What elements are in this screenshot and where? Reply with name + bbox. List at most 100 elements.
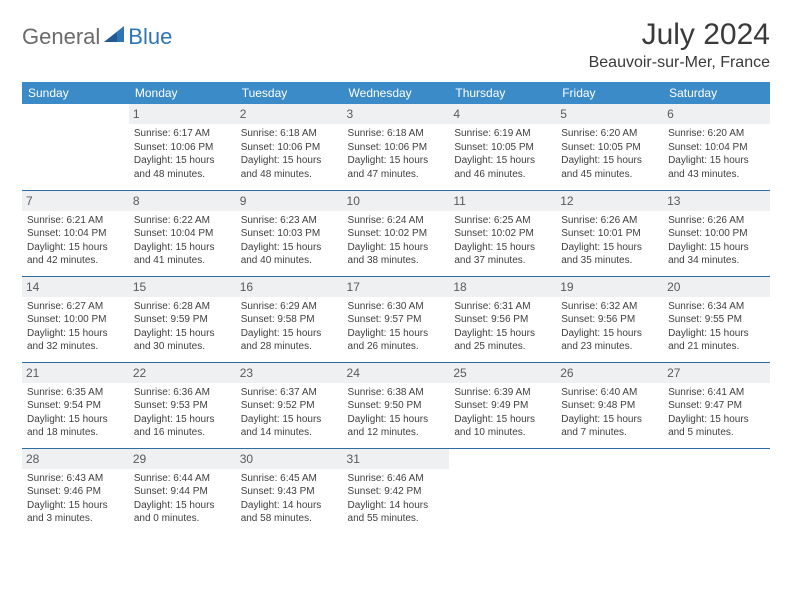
sunset-line: Sunset: 10:00 PM [27,313,124,327]
calendar-day: 28Sunrise: 6:43 AMSunset: 9:46 PMDayligh… [22,448,129,534]
sunrise-line: Sunrise: 6:46 AM [348,472,445,486]
day-number: 6 [663,104,770,124]
sunrise-line: Sunrise: 6:40 AM [561,386,658,400]
sunset-line: Sunset: 9:42 PM [348,485,445,499]
calendar-day: 24Sunrise: 6:38 AMSunset: 9:50 PMDayligh… [343,362,450,448]
calendar-day: 8Sunrise: 6:22 AMSunset: 10:04 PMDayligh… [129,190,236,276]
calendar-day: 31Sunrise: 6:46 AMSunset: 9:42 PMDayligh… [343,448,450,534]
calendar-week: 1Sunrise: 6:17 AMSunset: 10:06 PMDayligh… [22,104,770,190]
day-number: 27 [663,363,770,383]
sunset-line: Sunset: 10:05 PM [561,141,658,155]
sunset-line: Sunset: 10:01 PM [561,227,658,241]
day-number: 25 [449,363,556,383]
weekday-header: Tuesday [236,82,343,104]
sunset-line: Sunset: 9:54 PM [27,399,124,413]
sunrise-line: Sunrise: 6:25 AM [454,214,551,228]
sunrise-line: Sunrise: 6:32 AM [561,300,658,314]
calendar-day-empty [556,448,663,534]
sunrise-line: Sunrise: 6:28 AM [134,300,231,314]
weekday-header: Wednesday [343,82,450,104]
sunrise-line: Sunrise: 6:36 AM [134,386,231,400]
sunrise-line: Sunrise: 6:44 AM [134,472,231,486]
calendar-week: 7Sunrise: 6:21 AMSunset: 10:04 PMDayligh… [22,190,770,276]
day-number: 7 [22,191,129,211]
calendar-day: 9Sunrise: 6:23 AMSunset: 10:03 PMDayligh… [236,190,343,276]
sunset-line: Sunset: 10:06 PM [134,141,231,155]
sunrise-line: Sunrise: 6:45 AM [241,472,338,486]
calendar-day: 13Sunrise: 6:26 AMSunset: 10:00 PMDaylig… [663,190,770,276]
daylight-line: Daylight: 15 hours and 35 minutes. [561,241,658,268]
daylight-line: Daylight: 15 hours and 38 minutes. [348,241,445,268]
sunrise-line: Sunrise: 6:23 AM [241,214,338,228]
calendar-day: 30Sunrise: 6:45 AMSunset: 9:43 PMDayligh… [236,448,343,534]
calendar-day: 21Sunrise: 6:35 AMSunset: 9:54 PMDayligh… [22,362,129,448]
daylight-line: Daylight: 15 hours and 40 minutes. [241,241,338,268]
calendar-day: 15Sunrise: 6:28 AMSunset: 9:59 PMDayligh… [129,276,236,362]
weekday-header: Thursday [449,82,556,104]
day-number: 17 [343,277,450,297]
day-number: 30 [236,449,343,469]
logo: General Blue [22,18,172,50]
calendar-day: 5Sunrise: 6:20 AMSunset: 10:05 PMDayligh… [556,104,663,190]
sunset-line: Sunset: 10:04 PM [668,141,765,155]
sunset-line: Sunset: 9:57 PM [348,313,445,327]
day-number: 16 [236,277,343,297]
sunset-line: Sunset: 9:55 PM [668,313,765,327]
calendar-day: 17Sunrise: 6:30 AMSunset: 9:57 PMDayligh… [343,276,450,362]
calendar-day: 1Sunrise: 6:17 AMSunset: 10:06 PMDayligh… [129,104,236,190]
calendar-day: 19Sunrise: 6:32 AMSunset: 9:56 PMDayligh… [556,276,663,362]
sunrise-line: Sunrise: 6:26 AM [668,214,765,228]
calendar-day: 10Sunrise: 6:24 AMSunset: 10:02 PMDaylig… [343,190,450,276]
sunset-line: Sunset: 9:44 PM [134,485,231,499]
sunrise-line: Sunrise: 6:19 AM [454,127,551,141]
sunrise-line: Sunrise: 6:35 AM [27,386,124,400]
calendar-day: 27 Sunrise: 6:41 AMSunset: 9:47 PMDayligh… [663,362,770,448]
day-number: 5 [556,104,663,124]
calendar-week: 14Sunrise: 6:27 AMSunset: 10:00 PMDaylig… [22,276,770,362]
header: General Blue July 2024 Beauvoir-sur-Mer,… [22,18,770,72]
calendar-week: 21Sunrise: 6:35 AMSunset: 9:54 PMDayligh… [22,362,770,448]
daylight-line: Daylight: 15 hours and 5 minutes. [668,413,765,440]
day-number: 22 [129,363,236,383]
day-number: 13 [663,191,770,211]
weekday-header-row: SundayMondayTuesdayWednesdayThursdayFrid… [22,82,770,104]
logo-text-blue: Blue [128,24,172,50]
sunrise-line: Sunrise: 6:41 AM [668,386,765,400]
day-number: 31 [343,449,450,469]
daylight-line: Daylight: 15 hours and 34 minutes. [668,241,765,268]
sunset-line: Sunset: 9:52 PM [241,399,338,413]
calendar-day: 14Sunrise: 6:27 AMSunset: 10:00 PMDaylig… [22,276,129,362]
daylight-line: Daylight: 15 hours and 43 minutes. [668,154,765,181]
daylight-line: Daylight: 15 hours and 41 minutes. [134,241,231,268]
sunrise-line: Sunrise: 6:43 AM [27,472,124,486]
sunrise-line: Sunrise: 6:34 AM [668,300,765,314]
daylight-line: Daylight: 15 hours and 32 minutes. [27,327,124,354]
calendar-day: 11Sunrise: 6:25 AMSunset: 10:02 PMDaylig… [449,190,556,276]
calendar-day: 4Sunrise: 6:19 AMSunset: 10:05 PMDayligh… [449,104,556,190]
day-number: 1 [129,104,236,124]
calendar-day-empty [22,104,129,190]
daylight-line: Daylight: 15 hours and 16 minutes. [134,413,231,440]
daylight-line: Daylight: 15 hours and 3 minutes. [27,499,124,526]
daylight-line: Daylight: 15 hours and 42 minutes. [27,241,124,268]
sunset-line: Sunset: 9:53 PM [134,399,231,413]
day-number: 8 [129,191,236,211]
sunset-line: Sunset: 10:02 PM [454,227,551,241]
daylight-line: Daylight: 15 hours and 47 minutes. [348,154,445,181]
sunrise-line: Sunrise: 6:17 AM [134,127,231,141]
location: Beauvoir-sur-Mer, France [589,54,770,72]
daylight-line: Daylight: 15 hours and 26 minutes. [348,327,445,354]
logo-text-general: General [22,24,100,50]
sunset-line: Sunset: 9:47 PM [668,399,765,413]
calendar-body: 1Sunrise: 6:17 AMSunset: 10:06 PMDayligh… [22,104,770,534]
daylight-line: Daylight: 15 hours and 48 minutes. [241,154,338,181]
sunset-line: Sunset: 9:43 PM [241,485,338,499]
sunrise-line: Sunrise: 6:24 AM [348,214,445,228]
sunset-line: Sunset: 10:04 PM [134,227,231,241]
daylight-line: Daylight: 15 hours and 30 minutes. [134,327,231,354]
sunset-line: Sunset: 10:06 PM [348,141,445,155]
sunset-line: Sunset: 9:49 PM [454,399,551,413]
day-number: 26 [556,363,663,383]
calendar-day: 6Sunrise: 6:20 AMSunset: 10:04 PMDayligh… [663,104,770,190]
daylight-line: Daylight: 15 hours and 28 minutes. [241,327,338,354]
